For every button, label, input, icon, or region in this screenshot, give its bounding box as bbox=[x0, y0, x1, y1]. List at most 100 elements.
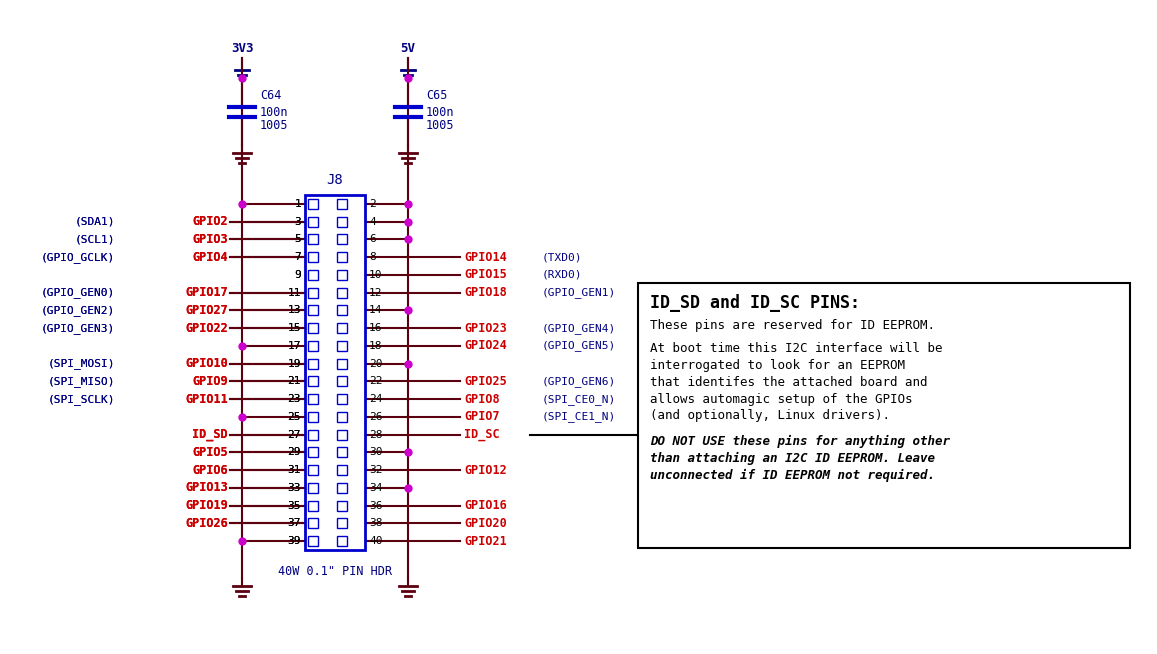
Text: 1005: 1005 bbox=[426, 119, 455, 132]
Text: GPIO20: GPIO20 bbox=[464, 517, 507, 530]
Text: GPIO3: GPIO3 bbox=[192, 233, 228, 246]
Text: (GPIO_GEN0): (GPIO_GEN0) bbox=[40, 287, 115, 298]
Bar bbox=[337, 252, 347, 262]
Text: (SCL1): (SCL1) bbox=[74, 234, 115, 245]
Text: allows automagic setup of the GPIOs: allows automagic setup of the GPIOs bbox=[650, 392, 913, 405]
Text: GPIO18: GPIO18 bbox=[464, 286, 507, 299]
Bar bbox=[308, 412, 318, 422]
Bar bbox=[337, 305, 347, 315]
Text: (SPI_SCLK): (SPI_SCLK) bbox=[47, 394, 115, 405]
Text: 30: 30 bbox=[369, 447, 383, 457]
Text: 20: 20 bbox=[369, 358, 383, 369]
Bar bbox=[308, 341, 318, 351]
Bar bbox=[638, 283, 1130, 548]
Bar bbox=[308, 519, 318, 528]
Bar bbox=[308, 394, 318, 404]
Bar bbox=[308, 447, 318, 457]
Text: (SDA1): (SDA1) bbox=[74, 216, 115, 227]
Text: that identifes the attached board and: that identifes the attached board and bbox=[650, 375, 928, 388]
Text: than attaching an I2C ID EEPROM. Leave: than attaching an I2C ID EEPROM. Leave bbox=[650, 451, 935, 464]
Text: 23: 23 bbox=[287, 394, 301, 404]
Text: (SPI_MISO): (SPI_MISO) bbox=[47, 376, 115, 387]
Text: ID_SD: ID_SD bbox=[192, 428, 228, 441]
Text: 5: 5 bbox=[294, 234, 301, 245]
Bar bbox=[337, 376, 347, 387]
Text: (GPIO_GEN6): (GPIO_GEN6) bbox=[541, 376, 617, 387]
Text: GPIO9: GPIO9 bbox=[192, 375, 228, 388]
Text: GPIO3: GPIO3 bbox=[192, 233, 228, 246]
Text: 2: 2 bbox=[369, 199, 376, 209]
Text: GPIO22: GPIO22 bbox=[185, 322, 228, 335]
Text: GPIO24: GPIO24 bbox=[464, 339, 507, 353]
Bar bbox=[337, 199, 347, 209]
Text: 3V3: 3V3 bbox=[230, 41, 253, 54]
Bar bbox=[337, 341, 347, 351]
Text: 29: 29 bbox=[287, 447, 301, 457]
Bar bbox=[308, 536, 318, 546]
Text: 19: 19 bbox=[287, 358, 301, 369]
Text: ID_SD: ID_SD bbox=[192, 428, 228, 441]
Text: 36: 36 bbox=[369, 500, 383, 511]
Text: 13: 13 bbox=[287, 305, 301, 315]
Text: GPIO27: GPIO27 bbox=[185, 304, 228, 317]
Bar bbox=[337, 519, 347, 528]
Bar bbox=[337, 500, 347, 511]
Text: 7: 7 bbox=[294, 252, 301, 262]
Text: 9: 9 bbox=[294, 270, 301, 280]
Text: (GPIO_GEN0): (GPIO_GEN0) bbox=[40, 287, 115, 298]
Bar bbox=[337, 216, 347, 227]
Text: 25: 25 bbox=[287, 412, 301, 422]
Text: GPIO6: GPIO6 bbox=[192, 464, 228, 477]
Text: 8: 8 bbox=[369, 252, 376, 262]
Text: GPIO12: GPIO12 bbox=[464, 464, 507, 477]
Text: 34: 34 bbox=[369, 483, 383, 493]
Text: GPIO11: GPIO11 bbox=[185, 392, 228, 405]
Text: 15: 15 bbox=[287, 323, 301, 333]
Bar bbox=[308, 358, 318, 369]
Text: (SPI_MOSI): (SPI_MOSI) bbox=[47, 358, 115, 369]
Text: 35: 35 bbox=[287, 500, 301, 511]
Bar bbox=[337, 447, 347, 457]
Text: 31: 31 bbox=[287, 465, 301, 475]
Text: (RXD0): (RXD0) bbox=[541, 270, 582, 280]
Text: 25: 25 bbox=[287, 412, 301, 422]
Text: 37: 37 bbox=[287, 519, 301, 528]
Text: 5: 5 bbox=[294, 234, 301, 245]
Text: (SPI_CE0_N): (SPI_CE0_N) bbox=[541, 394, 617, 405]
Text: 3: 3 bbox=[294, 216, 301, 227]
Bar bbox=[308, 376, 318, 387]
Text: 29: 29 bbox=[287, 447, 301, 457]
Text: GPIO8: GPIO8 bbox=[464, 392, 500, 405]
Text: GPIO19: GPIO19 bbox=[185, 499, 228, 512]
Text: 38: 38 bbox=[369, 519, 383, 528]
Text: 16: 16 bbox=[369, 323, 383, 333]
Text: 23: 23 bbox=[287, 394, 301, 404]
Bar bbox=[308, 323, 318, 333]
Text: (SPI_SCLK): (SPI_SCLK) bbox=[47, 394, 115, 405]
Text: 35: 35 bbox=[287, 500, 301, 511]
Text: ID_SD and ID_SC PINS:: ID_SD and ID_SC PINS: bbox=[650, 294, 860, 312]
Text: 15: 15 bbox=[287, 323, 301, 333]
Text: (GPIO_GEN2): (GPIO_GEN2) bbox=[40, 305, 115, 316]
Text: 10: 10 bbox=[369, 270, 383, 280]
Text: (SPI_MISO): (SPI_MISO) bbox=[47, 376, 115, 387]
Text: 39: 39 bbox=[287, 536, 301, 546]
Text: (GPIO_GCLK): (GPIO_GCLK) bbox=[40, 252, 115, 262]
Bar bbox=[337, 483, 347, 493]
Text: GPIO5: GPIO5 bbox=[192, 446, 228, 459]
Text: (TXD0): (TXD0) bbox=[541, 252, 582, 262]
Text: C64: C64 bbox=[260, 89, 281, 102]
Text: 11: 11 bbox=[287, 288, 301, 298]
Text: (SPI_CE1_N): (SPI_CE1_N) bbox=[541, 411, 617, 422]
Text: GPIO4: GPIO4 bbox=[192, 250, 228, 264]
Text: unconnected if ID EEPROM not required.: unconnected if ID EEPROM not required. bbox=[650, 468, 935, 481]
Text: These pins are reserved for ID EEPROM.: These pins are reserved for ID EEPROM. bbox=[650, 320, 935, 332]
Bar bbox=[308, 216, 318, 227]
Text: (and optionally, Linux drivers).: (and optionally, Linux drivers). bbox=[650, 409, 890, 422]
Text: (GPIO_GEN3): (GPIO_GEN3) bbox=[40, 322, 115, 334]
Text: GPIO23: GPIO23 bbox=[464, 322, 507, 335]
Text: 21: 21 bbox=[287, 376, 301, 387]
Text: 26: 26 bbox=[369, 412, 383, 422]
Text: 7: 7 bbox=[294, 252, 301, 262]
Text: 33: 33 bbox=[287, 483, 301, 493]
